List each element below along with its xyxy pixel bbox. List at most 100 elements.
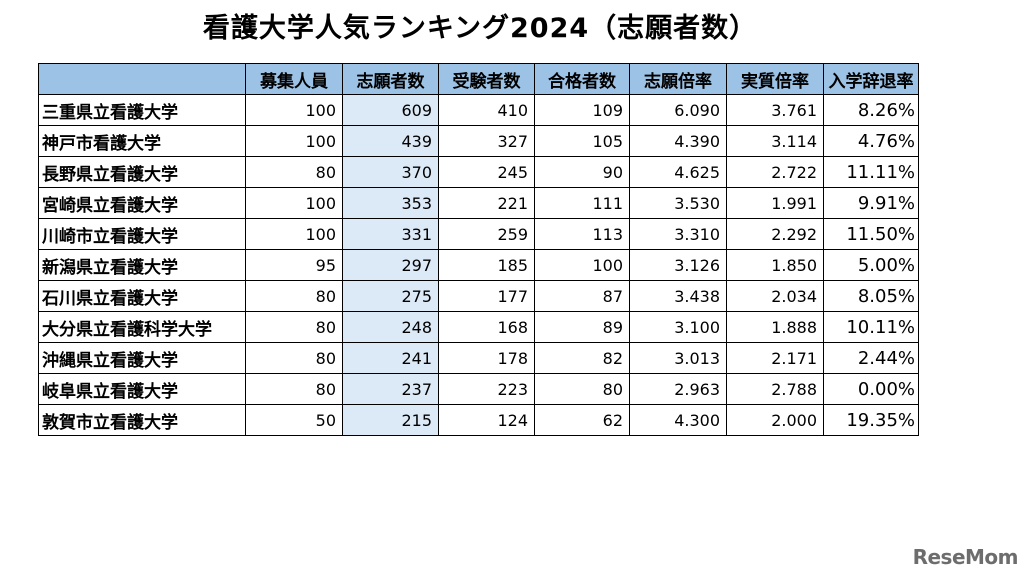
table-row: 川崎市立看護大学 100 331 259 113 3.310 2.292 11.50% — [38, 218, 919, 250]
university-name-cell: 新潟県立看護大学 — [38, 249, 246, 281]
data-cell: 100 — [245, 125, 343, 157]
data-cell: 1.850 — [726, 249, 824, 281]
data-cell: 275 — [342, 280, 439, 312]
data-cell: 331 — [342, 218, 439, 250]
table-row: 大分県立看護科学大学 80 248 168 89 3.100 1.888 10.11% — [38, 311, 919, 343]
data-cell: 4.625 — [629, 156, 727, 188]
table-row: 三重県立看護大学 100 609 410 109 6.090 3.761 8.26% — [38, 94, 919, 126]
data-cell: 100 — [245, 187, 343, 219]
table-row: 神戸市看護大学 100 439 327 105 4.390 3.114 4.76% — [38, 125, 919, 157]
university-name-cell: 神戸市看護大学 — [38, 125, 246, 157]
data-cell: 609 — [342, 94, 439, 126]
data-cell: 89 — [534, 311, 630, 343]
university-name-cell: 三重県立看護大学 — [38, 94, 246, 126]
data-cell: 80 — [245, 280, 343, 312]
data-cell: 177 — [438, 280, 535, 312]
data-cell: 90 — [534, 156, 630, 188]
data-cell: 178 — [438, 342, 535, 374]
table-row: 岐阜県立看護大学 80 237 223 80 2.963 2.788 0.00% — [38, 373, 919, 405]
data-cell: 100 — [534, 249, 630, 281]
data-cell: 241 — [342, 342, 439, 374]
data-cell: 3.438 — [629, 280, 727, 312]
data-cell: 3.530 — [629, 187, 727, 219]
data-cell: 237 — [342, 373, 439, 405]
data-cell: 2.171 — [726, 342, 824, 374]
header-cell-1: 募集人員 — [245, 63, 343, 95]
chart-title: 看護大学人気ランキング2024（志願者数） — [202, 13, 758, 44]
data-cell: 80 — [245, 156, 343, 188]
data-cell: 4.300 — [629, 404, 727, 436]
university-name-cell: 大分県立看護科学大学 — [38, 311, 246, 343]
data-cell: 80 — [245, 311, 343, 343]
header-cell-6: 実質倍率 — [726, 63, 824, 95]
data-cell: 2.788 — [726, 373, 824, 405]
data-cell: 3.114 — [726, 125, 824, 157]
university-name-cell: 敦賀市立看護大学 — [38, 404, 246, 436]
data-cell: 95 — [245, 249, 343, 281]
data-cell: 3.761 — [726, 94, 824, 126]
data-cell: 2.963 — [629, 373, 727, 405]
data-cell: 2.292 — [726, 218, 824, 250]
university-name-cell: 宮崎県立看護大学 — [38, 187, 246, 219]
resemom-logo: ReseMom — [912, 545, 1019, 569]
data-cell: 3.100 — [629, 311, 727, 343]
data-cell: 19.35% — [823, 404, 919, 436]
data-cell: 0.00% — [823, 373, 919, 405]
table-row: 新潟県立看護大学 95 297 185 100 3.126 1.850 5.00% — [38, 249, 919, 281]
data-cell: 223 — [438, 373, 535, 405]
data-cell: 2.034 — [726, 280, 824, 312]
header-cell-5: 志願倍率 — [629, 63, 727, 95]
table-row: 敦賀市立看護大学 50 215 124 62 4.300 2.000 19.35% — [38, 404, 919, 436]
data-cell: 1.991 — [726, 187, 824, 219]
university-name-cell: 沖縄県立看護大学 — [38, 342, 246, 374]
data-cell: 6.090 — [629, 94, 727, 126]
header-cell-4: 合格者数 — [534, 63, 630, 95]
table-row: 沖縄県立看護大学 80 241 178 82 3.013 2.171 2.44% — [38, 342, 919, 374]
data-cell: 10.11% — [823, 311, 919, 343]
university-name-cell: 川崎市立看護大学 — [38, 218, 246, 250]
data-cell: 8.05% — [823, 280, 919, 312]
data-cell: 105 — [534, 125, 630, 157]
header-cell-university — [38, 63, 246, 95]
data-cell: 248 — [342, 311, 439, 343]
table-header-row: 募集人員 志願者数 受験者数 合格者数 志願倍率 実質倍率 入学辞退率 — [38, 63, 919, 95]
data-cell: 297 — [342, 249, 439, 281]
data-cell: 168 — [438, 311, 535, 343]
data-cell: 4.390 — [629, 125, 727, 157]
data-cell: 124 — [438, 404, 535, 436]
data-cell: 353 — [342, 187, 439, 219]
data-cell: 80 — [245, 373, 343, 405]
data-cell: 11.11% — [823, 156, 919, 188]
data-cell: 50 — [245, 404, 343, 436]
data-cell: 111 — [534, 187, 630, 219]
data-cell: 1.888 — [726, 311, 824, 343]
data-cell: 100 — [245, 218, 343, 250]
header-cell-2: 志願者数 — [342, 63, 439, 95]
data-cell: 2.722 — [726, 156, 824, 188]
data-cell: 80 — [245, 342, 343, 374]
university-name-cell: 長野県立看護大学 — [38, 156, 246, 188]
data-cell: 3.013 — [629, 342, 727, 374]
data-cell: 2.000 — [726, 404, 824, 436]
data-cell: 9.91% — [823, 187, 919, 219]
university-name-cell: 岐阜県立看護大学 — [38, 373, 246, 405]
table-row: 宮崎県立看護大学 100 353 221 111 3.530 1.991 9.91% — [38, 187, 919, 219]
header-cell-7: 入学辞退率 — [823, 63, 919, 95]
data-cell: 80 — [534, 373, 630, 405]
data-cell: 62 — [534, 404, 630, 436]
table-row: 長野県立看護大学 80 370 245 90 4.625 2.722 11.11% — [38, 156, 919, 188]
data-cell: 215 — [342, 404, 439, 436]
data-cell: 87 — [534, 280, 630, 312]
data-cell: 439 — [342, 125, 439, 157]
data-cell: 410 — [438, 94, 535, 126]
data-cell: 185 — [438, 249, 535, 281]
ranking-table: 募集人員 志願者数 受験者数 合格者数 志願倍率 実質倍率 入学辞退率 三重県立看護大学 10… — [38, 63, 919, 436]
data-cell: 113 — [534, 218, 630, 250]
data-cell: 2.44% — [823, 342, 919, 374]
table-row: 石川県立看護大学 80 275 177 87 3.438 2.034 8.05% — [38, 280, 919, 312]
university-name-cell: 石川県立看護大学 — [38, 280, 246, 312]
data-cell: 4.76% — [823, 125, 919, 157]
header-cell-3: 受験者数 — [438, 63, 535, 95]
data-cell: 3.126 — [629, 249, 727, 281]
data-cell: 3.310 — [629, 218, 727, 250]
